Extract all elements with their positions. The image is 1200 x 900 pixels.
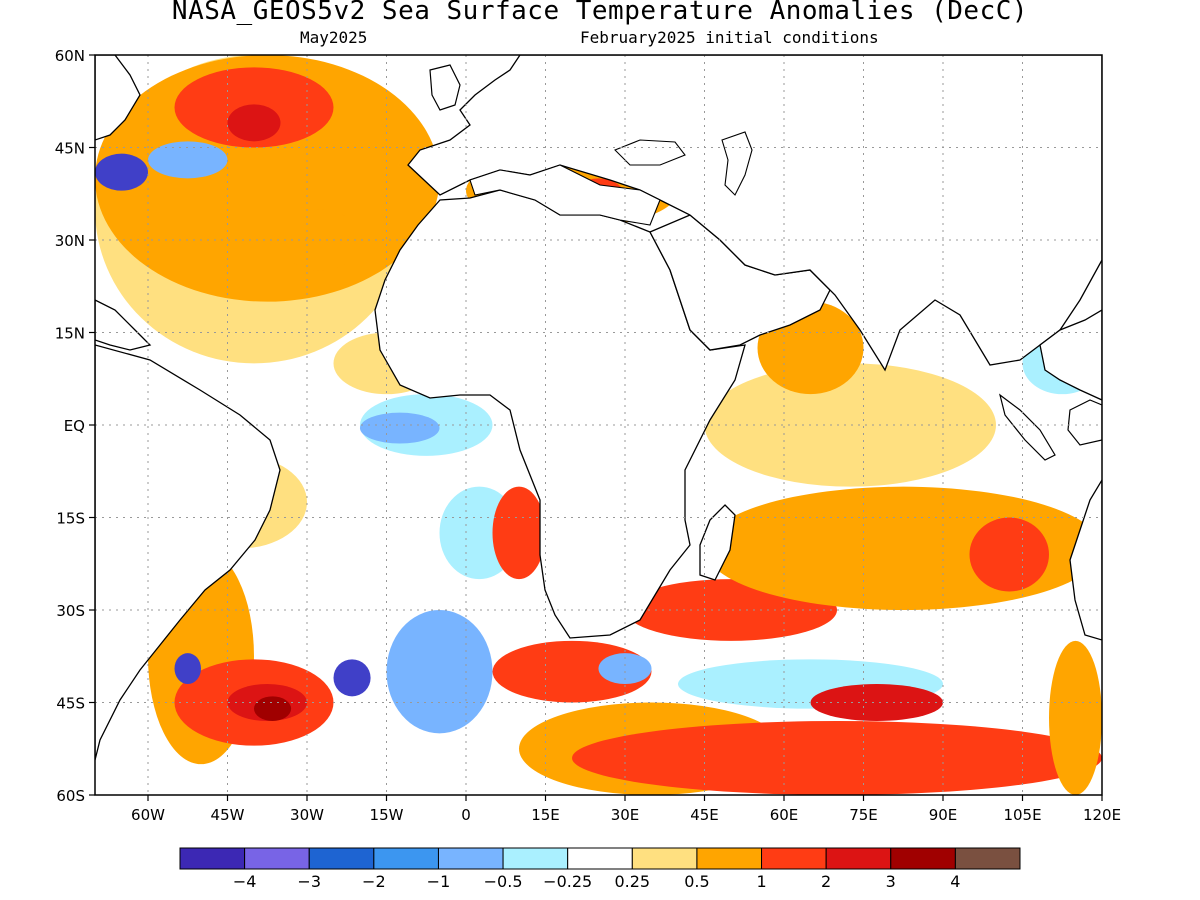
- colorbar-label: −0.5: [484, 872, 523, 891]
- colorbar-label: −1: [427, 872, 451, 891]
- colorbar-swatch: [890, 847, 956, 870]
- y-tick-label: EQ: [64, 417, 85, 435]
- caspian-sea: [721, 131, 753, 196]
- anomaly-region-13: [174, 653, 201, 684]
- south-america-landmass: [95, 344, 281, 761]
- colorbar-label: 2: [821, 872, 831, 891]
- colorbar-swatch: [954, 847, 1021, 870]
- colorbar-label: −3: [297, 872, 321, 891]
- colorbar-swatch: [437, 847, 504, 870]
- colorbar-label: 0.25: [614, 872, 650, 891]
- y-tick-label: 15N: [55, 325, 85, 343]
- y-tick-label: 45S: [56, 695, 85, 713]
- mediterranean-sea: [469, 164, 661, 226]
- map-title: NASA_GEOS5v2 Sea Surface Temperature Ano…: [171, 0, 1029, 26]
- anomaly-layer: [95, 55, 1102, 795]
- anomaly-region-4: [95, 153, 148, 191]
- caribbean-coast: [95, 299, 152, 351]
- anomaly-region-26: [810, 684, 943, 721]
- colorbar-swatch: [761, 847, 827, 870]
- anomaly-region-17: [386, 610, 493, 734]
- y-tick-label: 60S: [56, 787, 85, 805]
- colorbar: −4 −3 −2 −1 −0.5 −0.25 0.25 0.5 1 2 3 4: [179, 847, 1021, 891]
- anomaly-region-31: [1049, 640, 1102, 795]
- y-tick-label: 30S: [56, 602, 85, 620]
- british-isles: [429, 64, 461, 111]
- x-tick-label: 30W: [290, 806, 324, 824]
- initial-conditions: February2025 initial conditions: [580, 28, 879, 47]
- anomaly-region-23: [598, 653, 652, 684]
- anomaly-region-15: [253, 696, 292, 722]
- land-layer: [95, 55, 1102, 761]
- southeast-asia: [1039, 309, 1102, 401]
- latitude-axis: 60N 45N 30N 15N EQ 15S 30S 45S 60S: [55, 47, 95, 805]
- colorbar-swatch: [631, 847, 698, 870]
- madagascar-island: [699, 504, 736, 581]
- anomaly-region-19: [492, 486, 546, 580]
- colorbar-label: 1: [756, 872, 766, 891]
- forecast-month: May2025: [300, 28, 368, 47]
- colorbar-label: −2: [362, 872, 386, 891]
- australia-landmass: [1069, 478, 1102, 641]
- borneo-island: [1067, 399, 1102, 446]
- x-tick-label: 90E: [929, 806, 958, 824]
- colorbar-label: −4: [233, 872, 257, 891]
- colorbar-label: 4: [950, 872, 960, 891]
- y-tick-label: 30N: [55, 232, 85, 250]
- x-tick-label: 60E: [770, 806, 799, 824]
- eurasia-landmass: [407, 55, 1102, 372]
- colorbar-swatch: [567, 847, 633, 870]
- grid-lines: [95, 55, 1102, 795]
- x-tick-label: 45W: [211, 806, 245, 824]
- x-tick-label: 105E: [1003, 806, 1041, 824]
- x-tick-label: 30E: [611, 806, 640, 824]
- x-tick-label: 120E: [1083, 806, 1121, 824]
- north-america-landmass: [95, 55, 141, 141]
- colorbar-swatch: [825, 847, 892, 870]
- colorbar-label: 0.5: [684, 872, 709, 891]
- y-tick-label: 45N: [55, 140, 85, 158]
- x-tick-label: 45E: [690, 806, 719, 824]
- x-tick-label: 15W: [370, 806, 404, 824]
- colorbar-swatch: [696, 847, 763, 870]
- anomaly-region-29: [704, 363, 996, 487]
- anomaly-region-16: [333, 659, 371, 697]
- colorbar-swatch: [179, 847, 246, 870]
- colorbar-swatch: [308, 847, 375, 870]
- colorbar-swatch: [502, 847, 569, 870]
- anomaly-region-28: [969, 517, 1049, 592]
- colorbar-swatch: [373, 847, 439, 870]
- anomaly-region-3: [227, 104, 281, 142]
- y-tick-label: 60N: [55, 47, 85, 65]
- y-tick-label: 15S: [56, 510, 85, 528]
- colorbar-label: 3: [886, 872, 896, 891]
- x-tick-label: 0: [461, 806, 471, 824]
- x-tick-label: 15E: [531, 806, 560, 824]
- longitude-axis: 60W 45W 30W 15W 0 15E 30E 45E 60E 75E 90E 105E 120E: [131, 795, 1121, 824]
- anomaly-region-5: [148, 141, 228, 179]
- colorbar-label: −0.25: [543, 872, 592, 891]
- x-tick-label: 75E: [849, 806, 878, 824]
- colorbar-swatch: [244, 847, 310, 870]
- anomaly-region-9: [360, 412, 440, 444]
- black-sea: [614, 139, 686, 166]
- sumatra-island: [999, 393, 1056, 461]
- x-tick-label: 60W: [131, 806, 165, 824]
